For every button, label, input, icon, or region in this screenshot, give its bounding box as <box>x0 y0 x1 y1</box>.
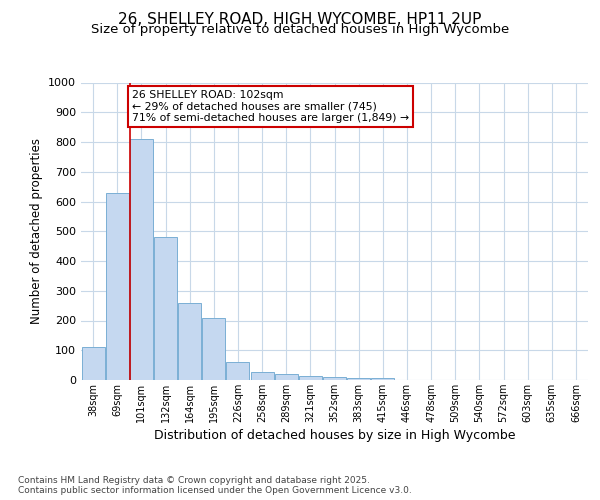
Bar <box>323 377 346 380</box>
Bar <box>202 318 225 380</box>
Bar <box>178 302 201 380</box>
X-axis label: Distribution of detached houses by size in High Wycombe: Distribution of detached houses by size … <box>154 429 515 442</box>
Bar <box>251 372 274 380</box>
Bar <box>82 348 104 380</box>
Bar <box>106 192 128 380</box>
Text: 26 SHELLEY ROAD: 102sqm
← 29% of detached houses are smaller (745)
71% of semi-d: 26 SHELLEY ROAD: 102sqm ← 29% of detache… <box>132 90 409 123</box>
Bar <box>347 378 370 380</box>
Text: 26, SHELLEY ROAD, HIGH WYCOMBE, HP11 2UP: 26, SHELLEY ROAD, HIGH WYCOMBE, HP11 2UP <box>118 12 482 28</box>
Bar <box>130 139 153 380</box>
Bar <box>371 378 394 380</box>
Text: Contains HM Land Registry data © Crown copyright and database right 2025.
Contai: Contains HM Land Registry data © Crown c… <box>18 476 412 495</box>
Bar <box>226 362 250 380</box>
Bar <box>275 374 298 380</box>
Y-axis label: Number of detached properties: Number of detached properties <box>29 138 43 324</box>
Text: Size of property relative to detached houses in High Wycombe: Size of property relative to detached ho… <box>91 24 509 36</box>
Bar <box>299 376 322 380</box>
Bar <box>154 237 177 380</box>
